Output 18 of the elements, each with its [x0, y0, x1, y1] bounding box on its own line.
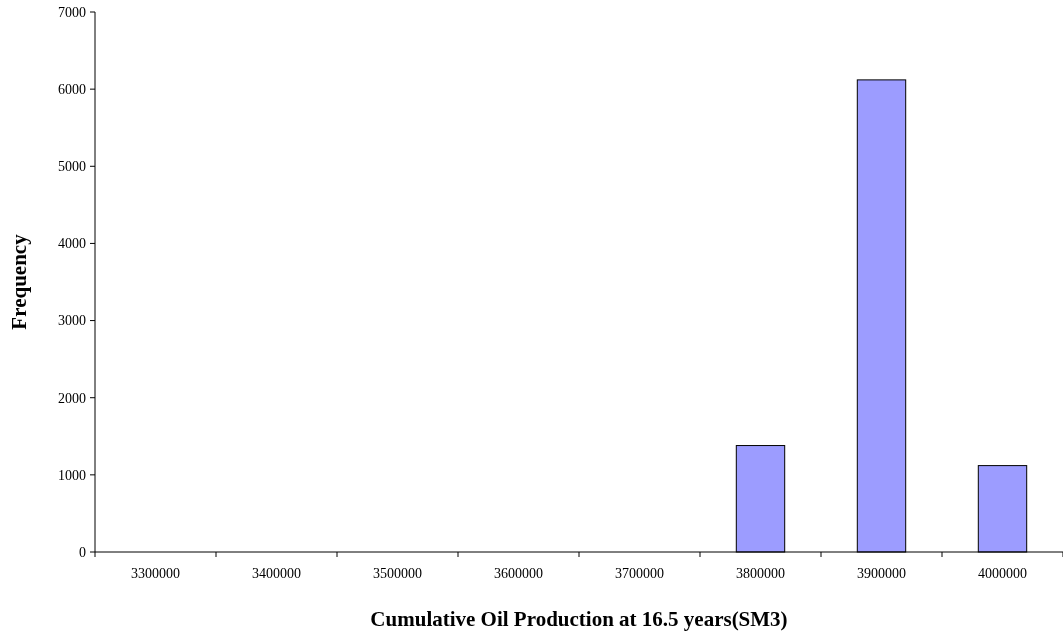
y-axis-title: Frequency — [7, 233, 31, 330]
x-tick-label: 3400000 — [252, 566, 301, 581]
x-tick-label: 3700000 — [615, 566, 664, 581]
y-tick-label: 5000 — [58, 159, 86, 175]
x-tick-label: 3300000 — [131, 566, 180, 581]
x-tick-label: 3500000 — [373, 566, 422, 581]
y-tick-label: 6000 — [58, 82, 86, 98]
x-tick-label: 3600000 — [494, 566, 543, 581]
y-tick-label: 4000 — [58, 236, 86, 252]
x-axis-title: Cumulative Oil Production at 16.5 years(SM3) — [370, 607, 788, 631]
y-tick-label: 1000 — [58, 467, 86, 483]
y-tick-label: 2000 — [58, 390, 86, 406]
x-tick-label: 4000000 — [978, 566, 1027, 581]
y-tick-label: 3000 — [58, 313, 86, 329]
y-tick-label: 7000 — [58, 4, 86, 20]
x-tick-label: 3900000 — [857, 566, 906, 581]
y-tick-label: 0 — [79, 544, 86, 560]
x-tick-label: 3800000 — [736, 566, 785, 581]
